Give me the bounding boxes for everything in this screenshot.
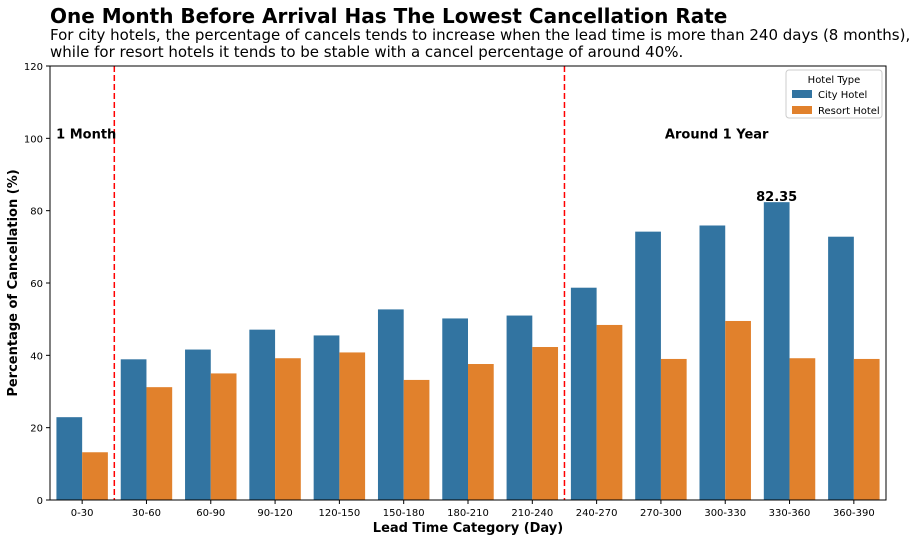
bar-city-hotel-120-150: [313, 335, 340, 500]
x-tick-label: 90-120: [257, 508, 292, 519]
x-axis: 0-30 30-60 60-90 90-120 120-150 150-180 180-21…: [71, 500, 875, 519]
y-axis-label: Percentage of Cancellation (%): [6, 169, 21, 396]
x-tick-label: 0-30: [71, 508, 94, 519]
bar-resort-hotel-150-180: [403, 379, 430, 500]
x-tick-label: 60-90: [196, 508, 225, 519]
bar-city-hotel-90-120: [249, 329, 276, 500]
legend-title: Hotel Type: [808, 75, 861, 86]
legend-label-resort-hotel: Resort Hotel: [818, 106, 880, 117]
bar-resort-hotel-180-210: [468, 364, 494, 500]
chart-subtitle-line-2: while for resort hotels it tends to be s…: [50, 43, 684, 61]
x-tick-label: 360-390: [833, 508, 875, 519]
x-tick-label: 330-360: [769, 508, 811, 519]
y-tick-label: 0: [37, 496, 43, 507]
x-tick-label: 300-330: [704, 508, 746, 519]
legend-swatch-city-hotel: [792, 90, 812, 98]
x-tick-label: 270-300: [640, 508, 682, 519]
bar-resort-hotel-30-60: [146, 387, 173, 500]
value-label: 82.35: [756, 190, 797, 205]
bar-resort-hotel-330-360: [789, 358, 816, 500]
bar-city-hotel-180-210: [442, 318, 468, 500]
y-tick-label: 60: [30, 279, 43, 290]
bar-city-hotel-240-270: [570, 287, 597, 500]
x-axis-label: Lead Time Category (Day): [373, 521, 563, 536]
bars-layer: [56, 202, 880, 501]
reference-lines: [113, 66, 566, 500]
x-tick-label: 180-210: [447, 508, 489, 519]
y-tick-label: 20: [30, 424, 43, 435]
y-tick-label: 100: [24, 134, 43, 145]
annotation-label-1: 1 Month: [56, 127, 116, 142]
chart-subtitle-line-1: For city hotels, the percentage of cance…: [50, 26, 911, 44]
x-tick-label: 30-60: [132, 508, 161, 519]
annotation-label-2: Around 1 Year: [665, 127, 769, 142]
bar-resort-hotel-120-150: [339, 352, 366, 500]
y-axis: 0 20 40 60 80 100 120: [24, 62, 50, 507]
y-tick-label: 80: [30, 207, 43, 218]
bar-city-hotel-360-390: [828, 236, 854, 500]
chart-subtitle: For city hotels, the percentage of cance…: [50, 27, 910, 61]
bar-city-hotel-330-360: [763, 202, 790, 501]
y-tick-label: 40: [30, 351, 43, 362]
legend-label-city-hotel: City Hotel: [818, 90, 867, 101]
annotations: 1 Month Around 1 Year 82.35: [56, 127, 797, 205]
y-tick-label: 120: [24, 62, 43, 73]
bar-city-hotel-30-60: [120, 359, 147, 500]
bar-resort-hotel-60-90: [210, 373, 237, 500]
x-tick-label: 240-270: [576, 508, 618, 519]
bar-resort-hotel-300-330: [725, 320, 751, 500]
bar-city-hotel-0-30: [56, 417, 83, 500]
legend: Hotel Type City Hotel Resort Hotel: [785, 69, 883, 119]
x-tick-label: 210-240: [511, 508, 553, 519]
bar-resort-hotel-270-300: [660, 358, 687, 500]
chart-title: One Month Before Arrival Has The Lowest …: [50, 4, 728, 28]
bar-city-hotel-60-90: [185, 349, 211, 500]
bar-resort-hotel-90-120: [275, 358, 301, 500]
bar-city-hotel-210-240: [506, 315, 533, 500]
x-tick-label: 150-180: [383, 508, 425, 519]
bar-resort-hotel-0-30: [82, 452, 108, 500]
bar-city-hotel-150-180: [377, 309, 404, 500]
legend-swatch-resort-hotel: [792, 106, 812, 114]
bar-resort-hotel-210-240: [532, 347, 559, 500]
bar-resort-hotel-360-390: [853, 358, 880, 500]
plot-frame: [49, 65, 887, 501]
x-tick-label: 120-150: [318, 508, 360, 519]
bar-city-hotel-270-300: [635, 231, 661, 501]
bar-resort-hotel-240-270: [596, 324, 623, 500]
bar-city-hotel-300-330: [699, 225, 726, 500]
